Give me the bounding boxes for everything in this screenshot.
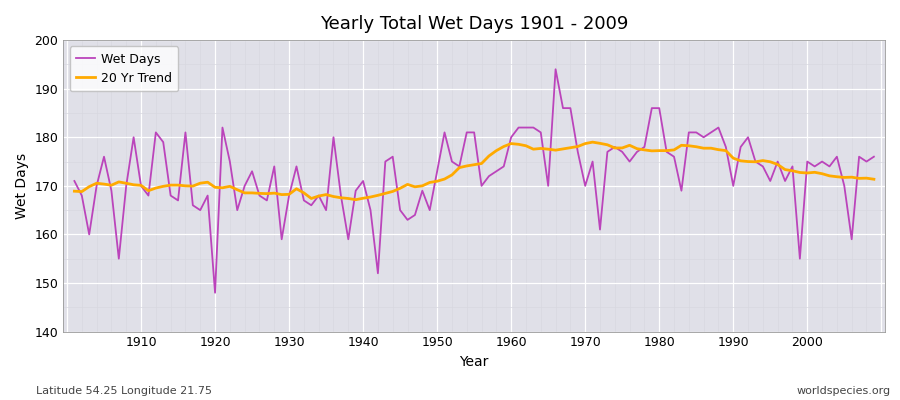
20 Yr Trend (868, 177, 879, 182)
Wet Days (868, 154, 879, 159)
Wet Days (550, 67, 561, 72)
Wet Days (513, 125, 524, 130)
Y-axis label: Wet Days: Wet Days (15, 153, 29, 219)
Wet Days (69, 178, 80, 183)
20 Yr Trend (128, 182, 139, 187)
Title: Yearly Total Wet Days 1901 - 2009: Yearly Total Wet Days 1901 - 2009 (320, 15, 628, 33)
Line: Wet Days: Wet Days (75, 69, 874, 293)
Text: Latitude 54.25 Longitude 21.75: Latitude 54.25 Longitude 21.75 (36, 386, 212, 396)
Text: worldspecies.org: worldspecies.org (796, 386, 891, 396)
20 Yr Trend (513, 142, 524, 147)
Line: 20 Yr Trend: 20 Yr Trend (75, 142, 874, 200)
Wet Days (609, 144, 620, 149)
20 Yr Trend (350, 197, 361, 202)
20 Yr Trend (609, 146, 620, 150)
X-axis label: Year: Year (460, 355, 489, 369)
Wet Days (210, 290, 220, 295)
Wet Days (299, 198, 310, 203)
Wet Days (506, 135, 517, 140)
20 Yr Trend (291, 186, 302, 191)
20 Yr Trend (506, 141, 517, 146)
Wet Days (128, 135, 139, 140)
20 Yr Trend (587, 140, 598, 144)
20 Yr Trend (336, 195, 346, 200)
20 Yr Trend (69, 189, 80, 194)
Legend: Wet Days, 20 Yr Trend: Wet Days, 20 Yr Trend (69, 46, 178, 91)
Wet Days (343, 237, 354, 242)
